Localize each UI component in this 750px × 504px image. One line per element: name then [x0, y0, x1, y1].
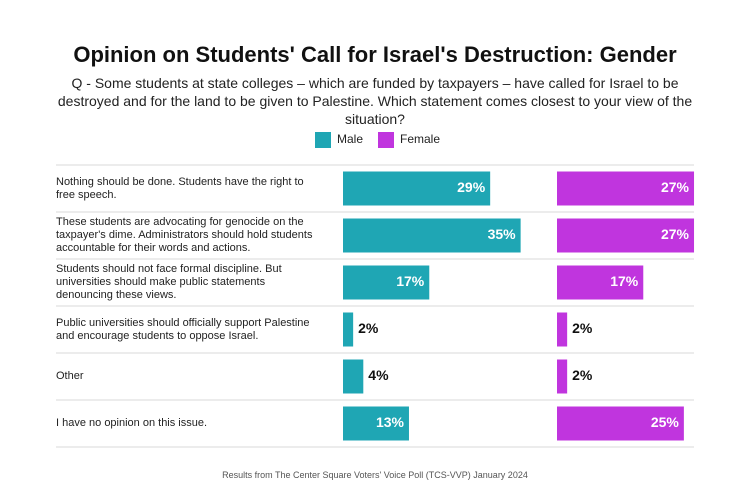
bar	[557, 359, 568, 394]
category-label: Nothing should be done. Students have th…	[56, 175, 304, 201]
bar	[557, 265, 644, 300]
value-label: 27%	[661, 179, 690, 195]
bar	[343, 171, 491, 206]
bar	[557, 218, 695, 253]
value-label: 17%	[396, 273, 425, 289]
bar	[343, 359, 364, 394]
value-label: 29%	[457, 179, 486, 195]
value-label: 4%	[368, 367, 389, 383]
chart-title: Opinion on Students' Call for Israel's D…	[73, 42, 677, 67]
value-label: 35%	[488, 226, 517, 242]
bar	[557, 312, 568, 347]
category-label: Other	[56, 370, 84, 382]
value-label: 17%	[610, 273, 639, 289]
bar	[343, 218, 521, 253]
category-label: These students are advocating for genoci…	[56, 216, 313, 254]
value-label: 27%	[661, 226, 690, 242]
value-label: 13%	[376, 414, 405, 430]
value-label: 25%	[651, 414, 680, 430]
chart-subtitle: Q - Some students at state colleges – wh…	[57, 75, 693, 127]
value-label: 2%	[572, 320, 593, 336]
legend-swatch	[315, 132, 331, 148]
value-label: 2%	[572, 367, 593, 383]
value-label: 2%	[358, 320, 379, 336]
category-label: Public universities should officially su…	[56, 316, 310, 342]
legend-label: Female	[400, 132, 440, 146]
bar	[557, 406, 684, 441]
category-label: Students should not face formal discipli…	[56, 263, 282, 301]
bar	[343, 265, 430, 300]
bar	[343, 406, 409, 441]
category-label: I have no opinion on this issue.	[56, 417, 208, 429]
bar	[557, 171, 695, 206]
legend-swatch	[378, 132, 394, 148]
source-note: Results from The Center Square Voters' V…	[222, 470, 528, 480]
legend-label: Male	[337, 132, 363, 146]
bar	[343, 312, 354, 347]
